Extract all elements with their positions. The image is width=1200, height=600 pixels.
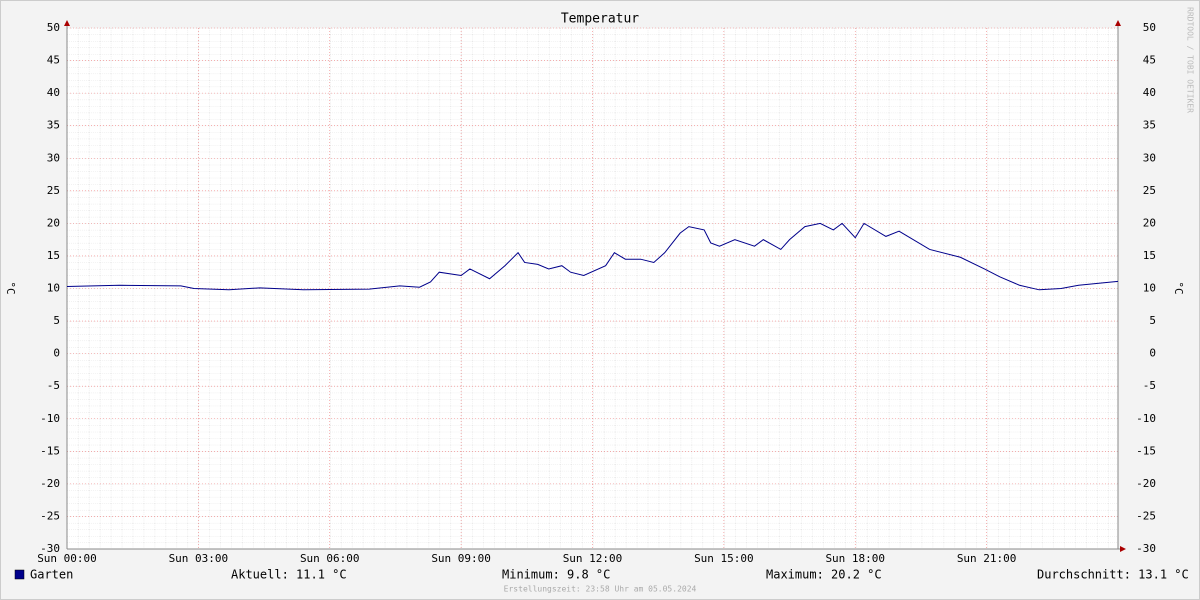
- axis-arrow: [64, 20, 70, 26]
- y2-tick-label: 10: [1143, 282, 1156, 295]
- stat-text: Maximum: 20.2 °C: [766, 568, 882, 582]
- x-tick-label: Sun 06:00: [300, 552, 360, 565]
- y2-tick-label: 25: [1143, 184, 1156, 197]
- y2-axis-label: °C: [1172, 281, 1185, 294]
- y2-tick-label: -25: [1136, 509, 1156, 522]
- y2-tick-label: 5: [1149, 314, 1156, 327]
- x-tick-label: Sun 18:00: [825, 552, 885, 565]
- y-axis-label: °C: [4, 281, 17, 294]
- legend-label: Garten: [30, 568, 73, 582]
- y-tick-label: -25: [40, 509, 60, 522]
- y2-tick-label: 35: [1143, 119, 1156, 132]
- x-tick-label: Sun 09:00: [431, 552, 491, 565]
- plot: -30 -30 -25 -25 -20 -20 -15 -15 -10 -10 -5 -5 0 0 5 5 10…: [14, 20, 1189, 582]
- y2-tick-label: -10: [1136, 412, 1156, 425]
- x-tick-label: Sun 00:00: [37, 552, 97, 565]
- footer: Erstellungszeit: 23:58 Uhr am 05.05.2024: [504, 585, 697, 594]
- chart-title: Temperatur: [561, 12, 639, 27]
- x-tick-label: Sun 15:00: [694, 552, 754, 565]
- y-tick-label: 0: [53, 347, 60, 360]
- y-tick-label: -15: [40, 444, 60, 457]
- y-tick-label: 20: [47, 216, 60, 229]
- stat-text: Aktuell: 11.1 °C: [231, 568, 347, 582]
- y2-tick-label: -30: [1136, 542, 1156, 555]
- y2-tick-label: 20: [1143, 216, 1156, 229]
- y-tick-label: 45: [47, 54, 60, 67]
- y-tick-label: 15: [47, 249, 60, 262]
- legend-swatch: [14, 569, 25, 580]
- y2-tick-label: 0: [1149, 347, 1156, 360]
- y-tick-label: 35: [47, 119, 60, 132]
- x-tick-label: Sun 12:00: [563, 552, 623, 565]
- y2-tick-label: 45: [1143, 54, 1156, 67]
- x-tick-label: Sun 21:00: [957, 552, 1017, 565]
- y-tick-label: 5: [53, 314, 60, 327]
- y2-tick-label: 40: [1143, 86, 1156, 99]
- y-tick-label: -10: [40, 412, 60, 425]
- y-tick-label: -5: [47, 379, 60, 392]
- y-tick-label: 50: [47, 21, 60, 34]
- y2-tick-label: -5: [1143, 379, 1156, 392]
- y-tick-label: 30: [47, 151, 60, 164]
- series-line: [66, 222, 1119, 291]
- axis-arrow: [1120, 546, 1126, 552]
- y2-tick-label: 15: [1143, 249, 1156, 262]
- stat-text: Minimum: 9.8 °C: [502, 568, 610, 582]
- y-tick-label: 10: [47, 282, 60, 295]
- x-tick-label: Sun 03:00: [169, 552, 229, 565]
- stat-text: Durchschnitt: 13.1 °C: [1037, 568, 1189, 582]
- y2-tick-label: 30: [1143, 151, 1156, 164]
- y-tick-label: 40: [47, 86, 60, 99]
- y2-tick-label: -20: [1136, 477, 1156, 490]
- y-tick-label: -20: [40, 477, 60, 490]
- y2-tick-label: 50: [1143, 21, 1156, 34]
- y-tick-label: -30: [40, 542, 60, 555]
- y-tick-label: 25: [47, 184, 60, 197]
- axis-arrow: [1115, 20, 1121, 26]
- watermark: RRDTOOL / TOBI OETIKER: [1186, 7, 1195, 113]
- y2-tick-label: -15: [1136, 444, 1156, 457]
